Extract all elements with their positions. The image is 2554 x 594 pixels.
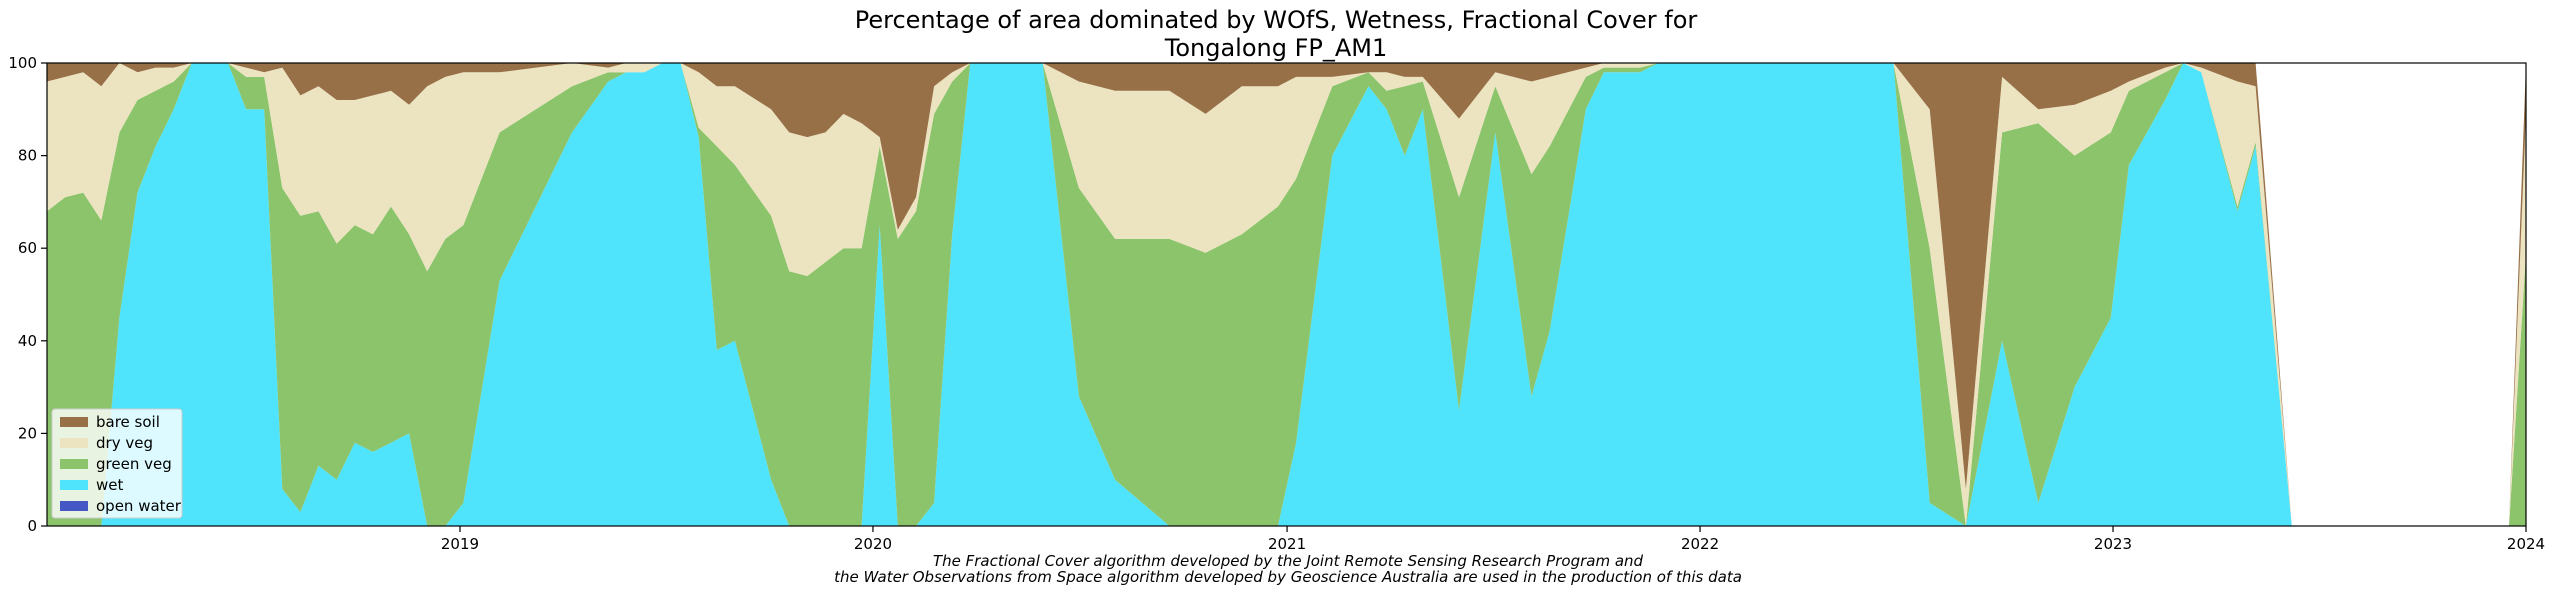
chart-title-line-1: Percentage of area dominated by WOfS, We… bbox=[855, 6, 1698, 34]
caption: The Fractional Cover algorithm developed… bbox=[834, 552, 1742, 586]
chart-title: Percentage of area dominated by WOfS, We… bbox=[855, 6, 1698, 62]
legend-swatch-green-veg bbox=[60, 459, 88, 469]
x-tick-label: 2022 bbox=[1681, 535, 1719, 553]
legend: bare soil dry veg green veg wet open water bbox=[51, 408, 183, 519]
y-tick-label: 0 bbox=[27, 517, 37, 535]
x-tick-label: 2021 bbox=[1268, 535, 1306, 553]
legend-box bbox=[51, 408, 183, 519]
caption-line-2: the Water Observations from Space algori… bbox=[834, 568, 1742, 586]
legend-label: wet bbox=[96, 476, 123, 494]
caption-line-1: The Fractional Cover algorithm developed… bbox=[933, 552, 1644, 570]
y-tick-label: 60 bbox=[18, 239, 37, 257]
y-tick-label: 100 bbox=[8, 54, 37, 72]
x-tick-label: 2020 bbox=[854, 535, 892, 553]
legend-swatch-dry-veg bbox=[60, 438, 88, 448]
legend-swatch-bare-soil bbox=[60, 417, 88, 427]
area-wet bbox=[47, 63, 2526, 526]
plot-areas bbox=[47, 63, 2526, 526]
x-tick-label: 2019 bbox=[441, 535, 479, 553]
legend-label: open water bbox=[96, 497, 182, 515]
x-axis: 2019 2020 2021 2022 2023 2024 bbox=[441, 526, 2545, 553]
y-axis: 0 20 40 60 80 100 bbox=[8, 54, 47, 535]
x-tick-label: 2024 bbox=[2507, 535, 2545, 553]
legend-swatch-wet bbox=[60, 480, 88, 490]
legend-label: dry veg bbox=[96, 434, 153, 452]
legend-swatch-open-water bbox=[60, 501, 88, 511]
area-dry-veg bbox=[47, 63, 2526, 526]
y-tick-label: 20 bbox=[18, 424, 37, 442]
y-tick-label: 80 bbox=[18, 147, 37, 165]
legend-label: green veg bbox=[96, 455, 172, 473]
legend-label: bare soil bbox=[96, 413, 160, 431]
x-tick-label: 2023 bbox=[2094, 535, 2132, 553]
chart-title-line-2: Tongalong FP_AM1 bbox=[1164, 34, 1388, 62]
area-green-veg bbox=[47, 63, 2526, 526]
y-tick-label: 40 bbox=[18, 332, 37, 350]
